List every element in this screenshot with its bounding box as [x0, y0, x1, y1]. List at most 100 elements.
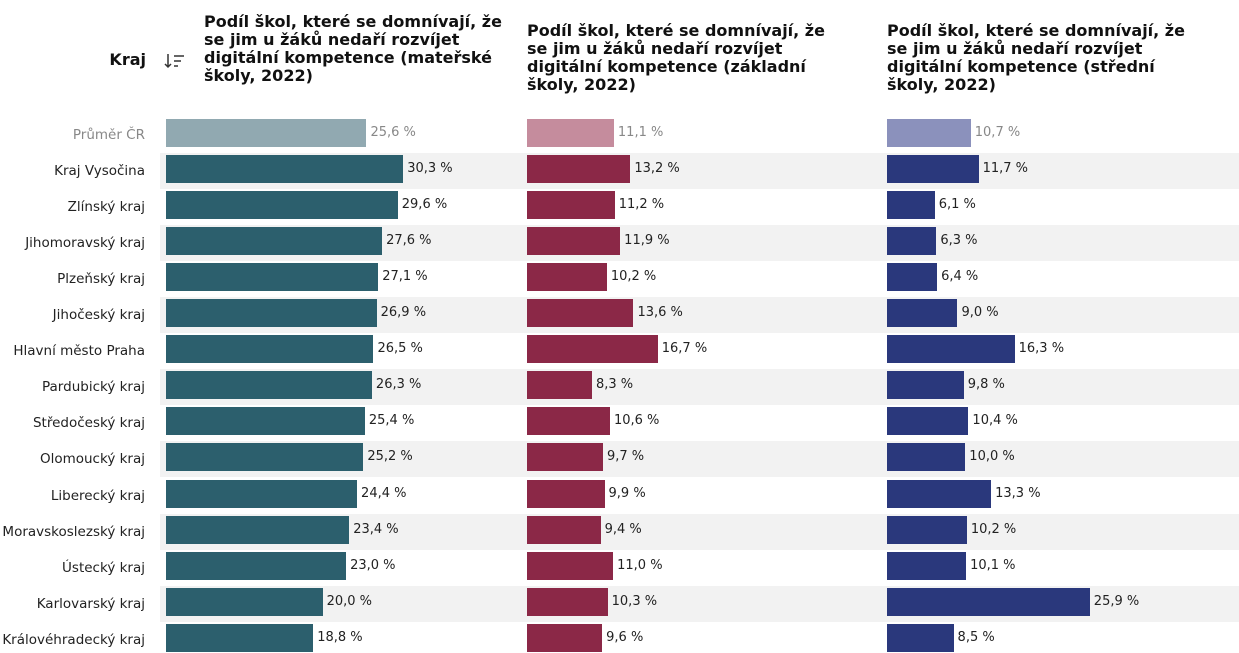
bar	[887, 407, 969, 436]
row-label: Karlovarský kraj	[36, 595, 145, 612]
value-label: 11,1 %	[617, 125, 664, 140]
value-label: 9,6 %	[606, 629, 644, 645]
value-label: 20,0 %	[326, 593, 373, 609]
bar	[166, 191, 398, 220]
bar	[887, 551, 967, 580]
row-label: Pardubický kraj	[42, 379, 145, 396]
bar	[166, 335, 374, 364]
value-label: 27,6 %	[386, 233, 432, 249]
value-label: 10,2 %	[610, 269, 657, 285]
value-label: 25,6 %	[370, 125, 416, 140]
bar	[527, 335, 658, 364]
bar	[166, 407, 365, 436]
bar	[527, 119, 614, 147]
value-label: 10,7 %	[974, 125, 1021, 140]
value-label: 23,4 %	[353, 521, 399, 537]
bar	[166, 623, 314, 652]
bar	[527, 479, 605, 508]
bar	[166, 551, 347, 580]
value-label: 24,4 %	[361, 485, 407, 501]
column-title: Podíl škol, které se domnívají, že se ji…	[527, 21, 825, 94]
value-label: 26,3 %	[375, 377, 422, 393]
value-label: 6,4 %	[941, 269, 979, 285]
bar	[887, 371, 964, 400]
bar	[887, 479, 992, 508]
bar	[527, 623, 603, 652]
value-label: 25,2 %	[367, 449, 413, 465]
bar	[887, 299, 958, 328]
value-label: 9,9 %	[608, 485, 646, 501]
bar	[887, 443, 966, 472]
bar	[887, 623, 954, 652]
bar	[527, 515, 601, 544]
row-label: Olomoucký kraj	[39, 451, 145, 468]
value-label: 25,9 %	[1093, 593, 1140, 609]
row-label: Zlínský kraj	[67, 199, 145, 216]
value-label: 9,4 %	[604, 521, 642, 537]
bar	[887, 119, 971, 147]
value-label: 27,1 %	[382, 269, 428, 285]
bar	[887, 587, 1090, 616]
value-label: 9,0 %	[961, 305, 999, 321]
bar	[166, 263, 379, 292]
value-label: 30,3 %	[407, 161, 453, 177]
value-label: 25,4 %	[368, 413, 415, 429]
value-label: 13,3 %	[995, 485, 1041, 501]
sort-icon[interactable]	[164, 52, 186, 70]
bar	[166, 119, 367, 147]
bar	[527, 551, 614, 580]
bar	[527, 263, 607, 292]
row-label: Hlavní město Praha	[13, 343, 145, 360]
row-label: Jihomoravský kraj	[25, 235, 145, 252]
value-label: 11,7 %	[982, 161, 1029, 177]
value-label: 16,3 %	[1018, 341, 1065, 357]
bar	[166, 515, 350, 544]
value-label: 13,2 %	[634, 161, 680, 177]
bar	[166, 227, 383, 256]
value-label: 10,3 %	[611, 593, 658, 609]
bar	[166, 443, 364, 472]
bar	[527, 299, 634, 328]
bar	[527, 191, 615, 220]
value-label: 10,6 %	[613, 413, 660, 429]
value-label: 6,3 %	[940, 233, 978, 249]
row-label: Moravskoslezský kraj	[2, 523, 145, 540]
bar	[166, 479, 358, 508]
bar	[527, 155, 631, 184]
value-label: 29,6 %	[401, 197, 448, 213]
row-label: Liberecký kraj	[50, 487, 145, 504]
value-label: 9,8 %	[967, 377, 1005, 393]
value-label: 10,4 %	[972, 413, 1018, 429]
value-label: 26,5 %	[377, 341, 423, 357]
bar	[527, 587, 608, 616]
bar	[527, 371, 592, 400]
value-label: 8,3 %	[595, 377, 634, 393]
bar	[887, 191, 935, 220]
bar	[887, 335, 1015, 364]
bar	[166, 371, 372, 400]
bar	[527, 407, 610, 436]
bar	[887, 515, 967, 544]
bar	[887, 227, 937, 256]
row-header: Kraj	[109, 50, 146, 69]
value-label: 11,2 %	[618, 197, 665, 213]
value-label: 10,0 %	[969, 449, 1015, 465]
row-label: Kraj Vysočina	[54, 163, 145, 180]
value-label: 9,7 %	[606, 449, 645, 465]
row-label: Ústecký kraj	[62, 559, 145, 576]
bar	[166, 155, 404, 184]
value-label: 13,6 %	[637, 305, 683, 321]
bar	[887, 263, 938, 292]
value-label: 26,9 %	[380, 305, 427, 321]
value-label: 6,1 %	[938, 197, 976, 213]
bar	[527, 443, 603, 472]
row-label: Středočeský kraj	[32, 415, 145, 432]
value-label: 11,9 %	[624, 233, 670, 249]
column-title: Podíl škol, které se domnívají, že se ji…	[204, 12, 502, 85]
bar	[527, 227, 621, 256]
value-label: 23,0 %	[350, 557, 396, 573]
value-label: 11,0 %	[617, 557, 663, 573]
value-label: 10,1 %	[970, 557, 1016, 573]
bar	[166, 299, 377, 328]
